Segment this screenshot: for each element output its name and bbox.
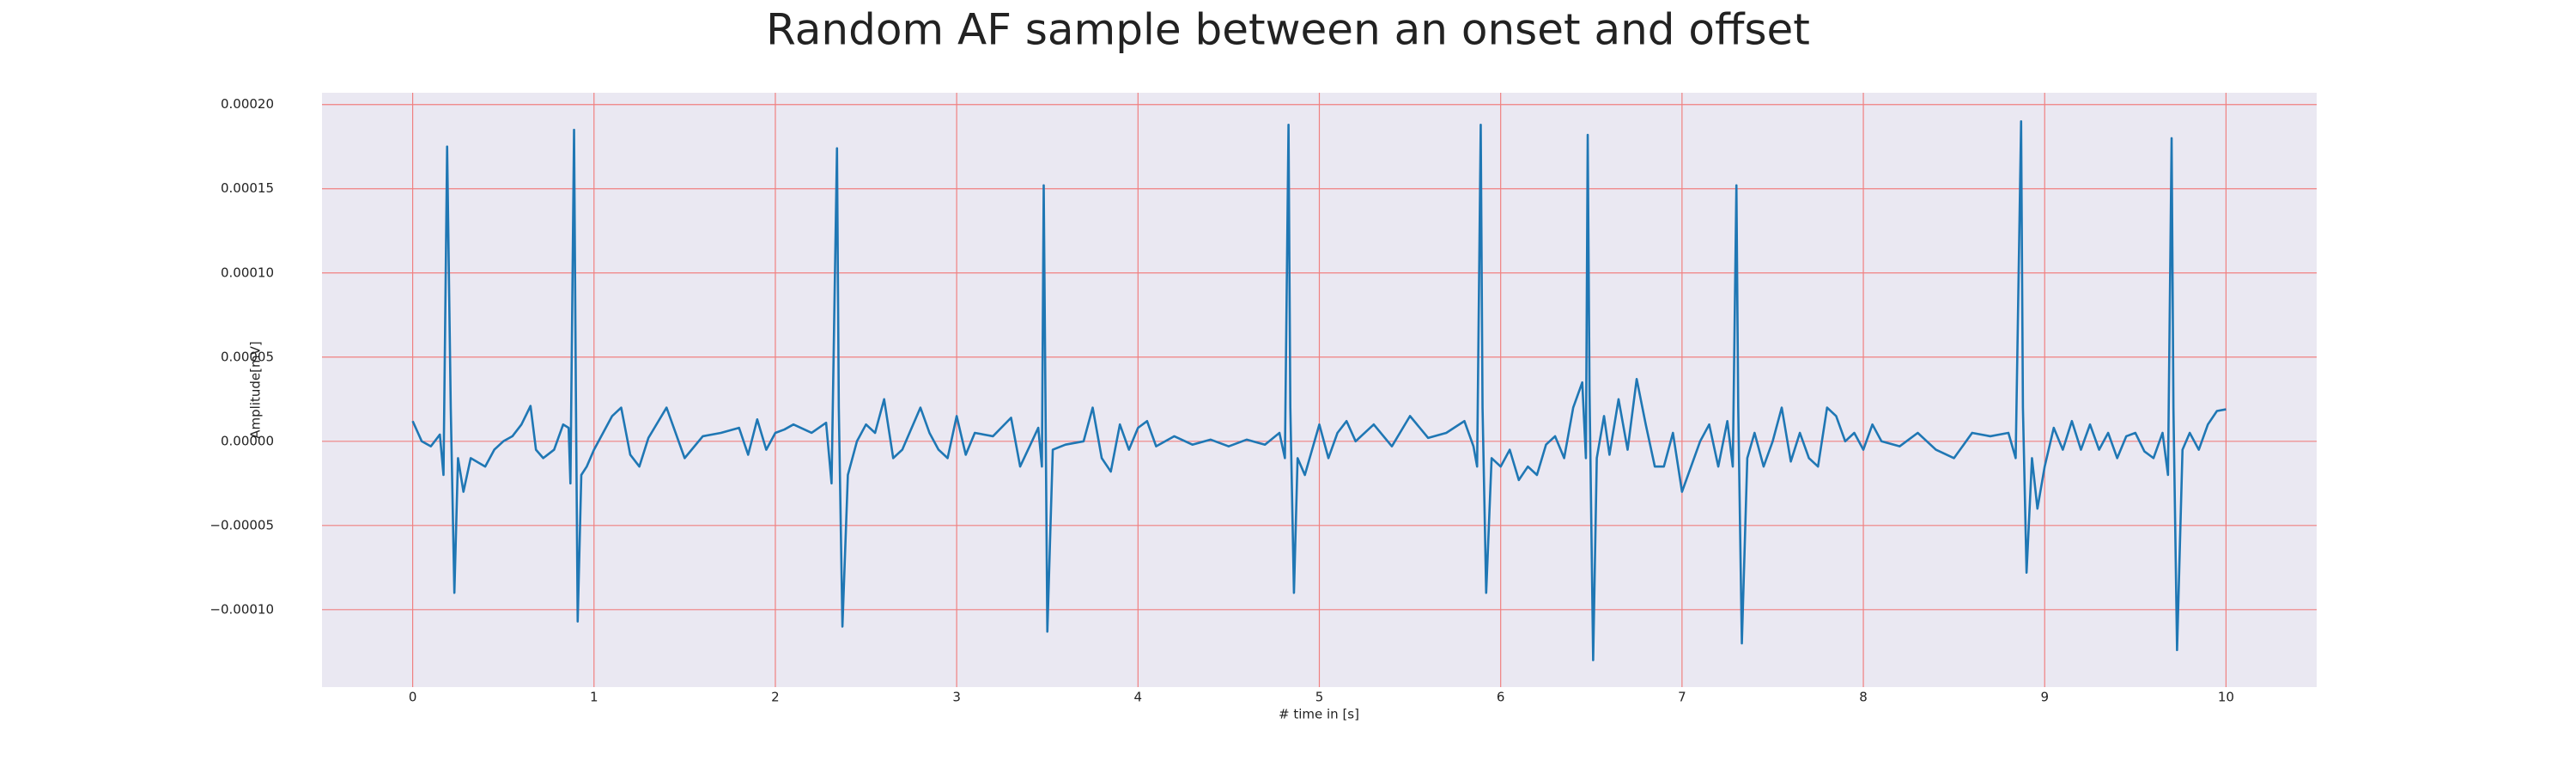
y-tick-label: −0.00005 bbox=[210, 517, 274, 533]
y-tick-label: 0.00020 bbox=[221, 96, 274, 112]
x-tick-label: 4 bbox=[1134, 690, 1143, 705]
x-axis-label: # time in [s] bbox=[1279, 707, 1359, 722]
x-tick-label: 10 bbox=[2218, 690, 2234, 705]
y-tick-label: 0.00005 bbox=[221, 349, 274, 364]
x-tick-label: 1 bbox=[590, 690, 598, 705]
x-tick-label: 9 bbox=[2040, 690, 2049, 705]
x-tick-label: 2 bbox=[771, 690, 780, 705]
x-tick-label: 3 bbox=[952, 690, 961, 705]
x-tick-label: 6 bbox=[1497, 690, 1505, 705]
chart-title: Random AF sample between an onset and of… bbox=[766, 5, 1810, 55]
x-tick-label: 0 bbox=[409, 690, 417, 705]
x-tick-label: 7 bbox=[1678, 690, 1686, 705]
data-line bbox=[411, 120, 2227, 661]
x-tick-label: 5 bbox=[1315, 690, 1324, 705]
y-tick-label: 0.00015 bbox=[221, 180, 274, 196]
y-tick-label: 0.00000 bbox=[221, 433, 274, 448]
y-tick-label: −0.00010 bbox=[210, 601, 274, 617]
y-tick-label: 0.00010 bbox=[221, 265, 274, 280]
y-axis-label: Amplitude[mV] bbox=[248, 341, 264, 438]
x-tick-label: 8 bbox=[1859, 690, 1868, 705]
